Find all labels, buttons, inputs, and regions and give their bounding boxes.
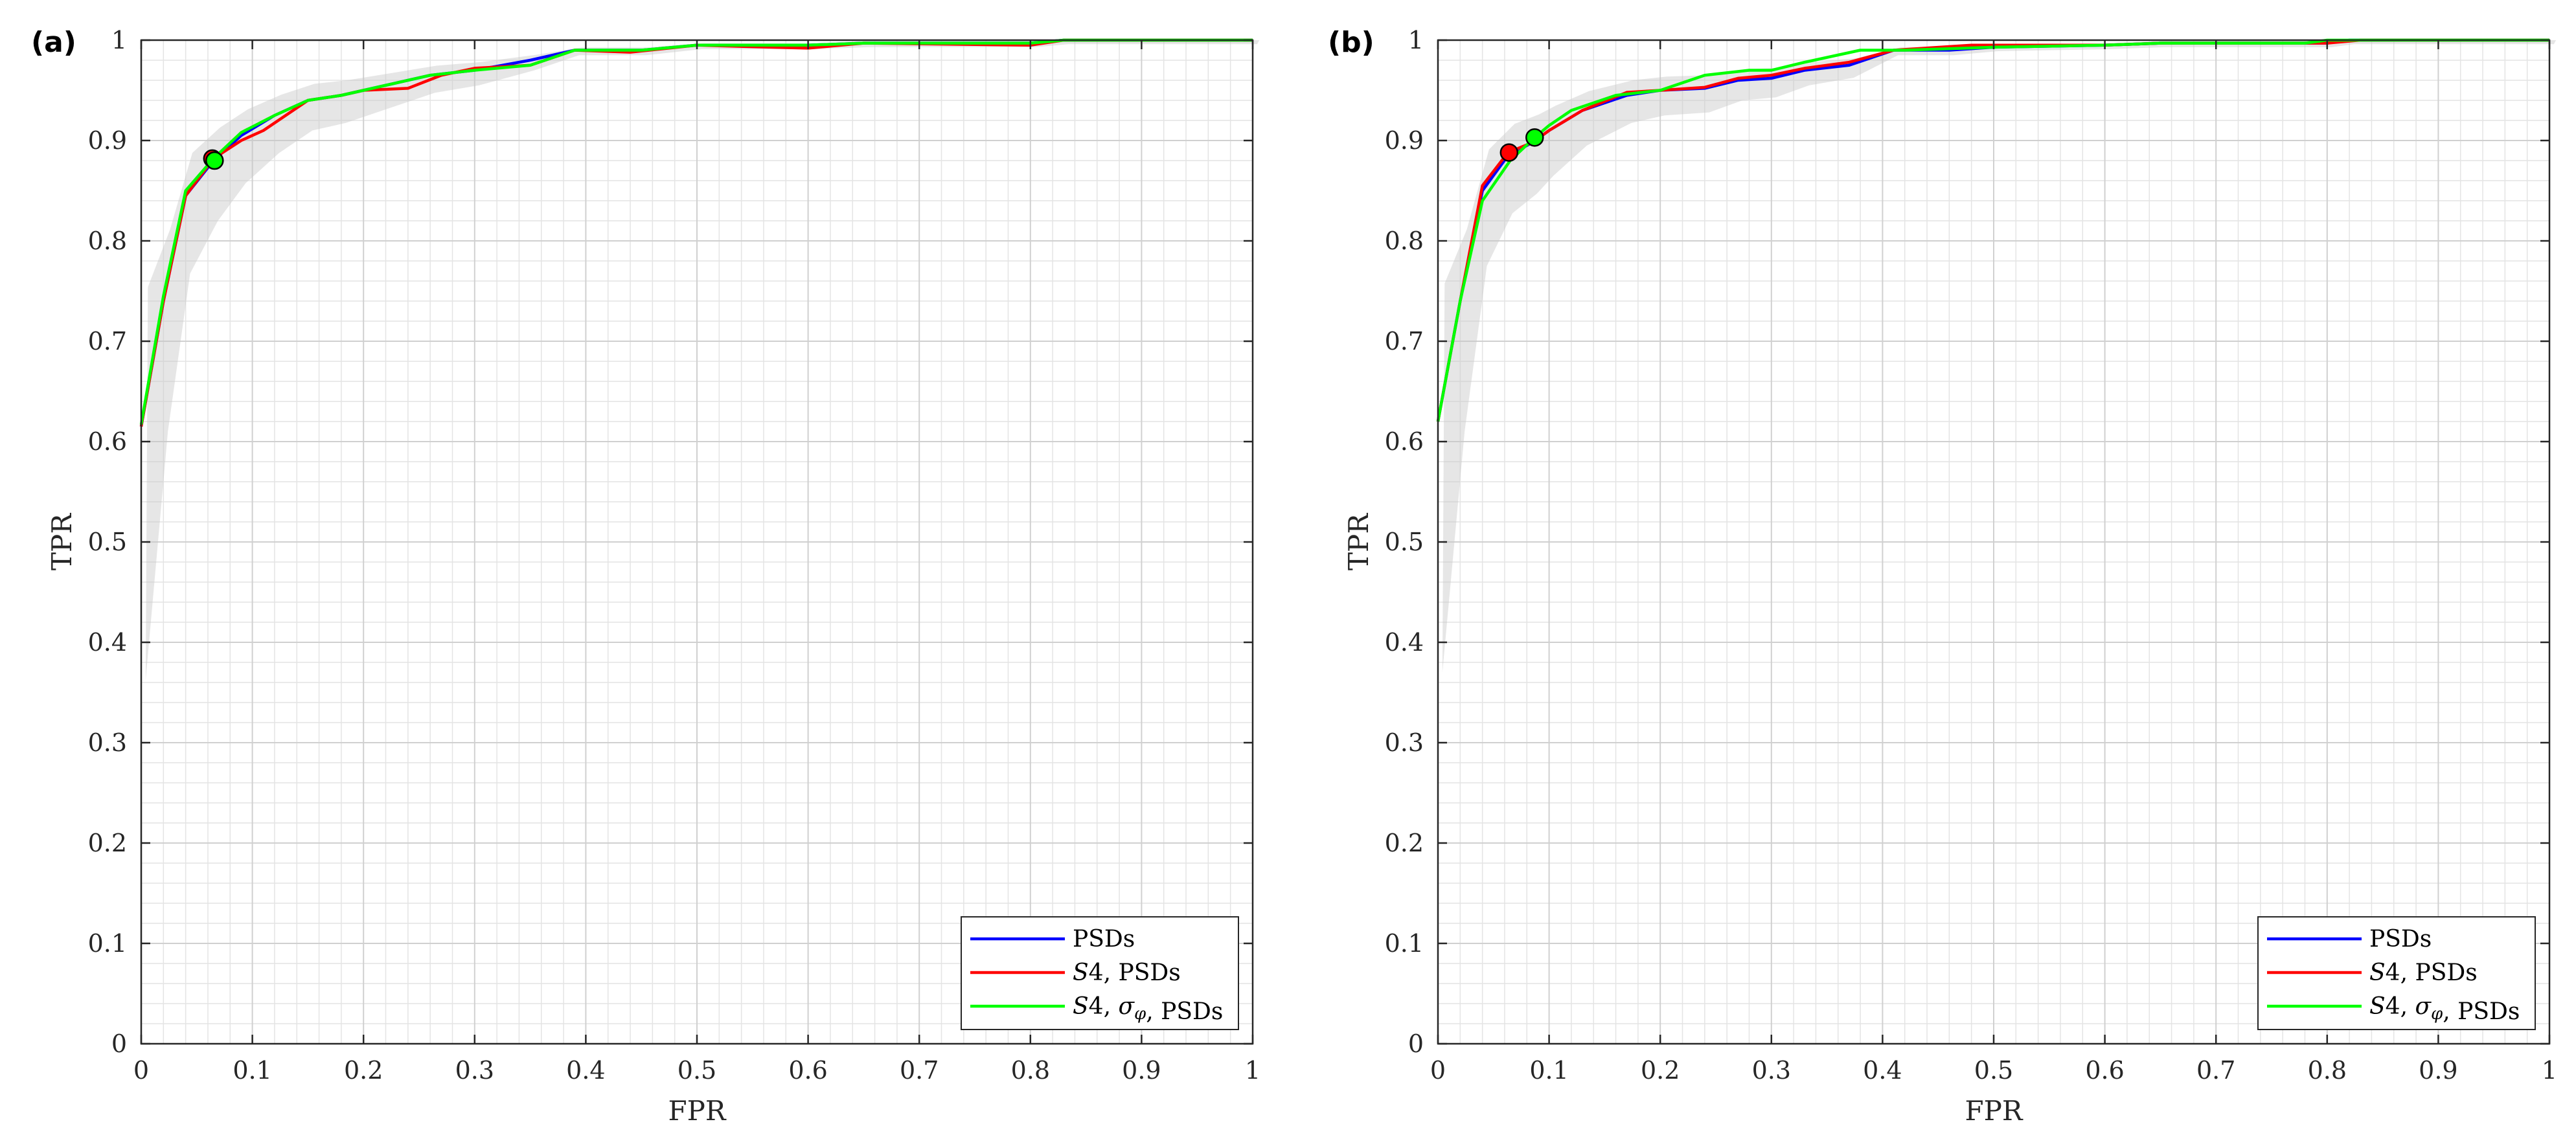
series-line-3 — [1436, 38, 2549, 422]
grid — [1438, 40, 2549, 1044]
legend: PSDs S4, PSDs S4, σφ, PSDs — [2257, 916, 2536, 1030]
y-tick-label: 0.6 — [88, 427, 127, 456]
x-tick-label: 0.5 — [678, 1056, 716, 1085]
grid — [141, 40, 1253, 1044]
y-tick-label: 0.4 — [1385, 628, 1424, 657]
x-tick-label: 0.3 — [455, 1056, 494, 1085]
operating-point-marker-2 — [205, 151, 224, 170]
y-tick-label: 0.5 — [88, 528, 127, 556]
panel-label: (b) — [1328, 26, 1374, 59]
x-tick-label: 0.1 — [1529, 1056, 1568, 1085]
y-tick-label: 0.9 — [1385, 126, 1424, 155]
y-tick-label: 0.2 — [88, 829, 127, 857]
y-tick-label: 0.1 — [88, 929, 127, 958]
x-tick-label: 0.9 — [1122, 1056, 1161, 1085]
x-tick-label: 0.5 — [1974, 1056, 2013, 1085]
x-tick-label: 0.2 — [344, 1056, 383, 1085]
x-tick-label: 0.7 — [900, 1056, 939, 1085]
x-tick-label: 0.7 — [2196, 1056, 2235, 1085]
x-axis-label: FPR — [1965, 1095, 2023, 1127]
operating-point-marker-1 — [1499, 143, 1519, 162]
y-tick-label: 0 — [111, 1030, 127, 1058]
legend-label-2: S4, PSDs — [2369, 960, 2478, 986]
y-tick-label: 0.2 — [1385, 829, 1424, 857]
x-tick-label: 0.8 — [1011, 1056, 1050, 1085]
legend-label-2: S4, PSDs — [1073, 960, 1181, 986]
y-axis-label: TPR — [46, 513, 78, 570]
x-tick-label: 0.9 — [2419, 1056, 2457, 1085]
x-tick-label: 0.4 — [1863, 1056, 1902, 1085]
y-axis-label: TPR — [1343, 513, 1374, 570]
x-tick-label: 0.1 — [233, 1056, 271, 1085]
x-tick-label: 0.8 — [2308, 1056, 2347, 1085]
x-axis-label: FPR — [668, 1095, 726, 1127]
x-tick-label: 0 — [1430, 1056, 1446, 1085]
legend-label-1: PSDs — [2369, 926, 2432, 952]
operating-point-marker-2 — [1525, 128, 1544, 147]
x-tick-label: 1 — [1245, 1056, 1260, 1085]
y-tick-label: 0.8 — [88, 227, 127, 255]
y-tick-label: 0.1 — [1385, 929, 1424, 958]
y-tick-label: 0 — [1408, 1030, 1424, 1058]
y-tick-label: 0.4 — [88, 628, 127, 657]
legend-label-3: S4, σφ, PSDs — [2369, 993, 2520, 1025]
legend: PSDs S4, PSDs S4, σφ, PSDs — [961, 916, 1239, 1030]
x-tick-label: 0.6 — [788, 1056, 827, 1085]
x-tick-label: 1 — [2542, 1056, 2557, 1085]
y-tick-label: 0.6 — [1385, 427, 1424, 456]
y-tick-label: 0.7 — [1385, 327, 1424, 355]
panel-label: (a) — [31, 26, 76, 59]
legend-label-1: PSDs — [1073, 926, 1135, 952]
x-tick-label: 0.6 — [2085, 1056, 2124, 1085]
y-tick-label: 0.9 — [88, 126, 127, 155]
legend-label-3: S4, σφ, PSDs — [1073, 993, 1223, 1025]
y-tick-label: 0.3 — [1385, 728, 1424, 757]
panel-a: 0 0.1 0.2 0.3 0.4 0.5 0.6 0.7 0.8 0.9 1 0 0.1 0.2 0.3 0… — [31, 26, 1260, 1127]
x-tick-label: 0.3 — [1752, 1056, 1791, 1085]
y-tick-label: 1 — [1408, 26, 1424, 54]
panel-b: 0 0.1 0.2 0.3 0.4 0.5 0.6 0.7 0.8 0.9 1 0 0.1 0.2 0.3 0… — [1328, 26, 2557, 1127]
y-tick-label: 0.3 — [88, 728, 127, 757]
x-tick-label: 0.2 — [1641, 1056, 1680, 1085]
y-tick-label: 0.7 — [88, 327, 127, 355]
y-tick-label: 1 — [111, 26, 127, 54]
y-tick-label: 0.8 — [1385, 227, 1424, 255]
x-tick-label: 0 — [133, 1056, 149, 1085]
x-tick-label: 0.4 — [566, 1056, 605, 1085]
y-tick-label: 0.5 — [1385, 528, 1424, 556]
